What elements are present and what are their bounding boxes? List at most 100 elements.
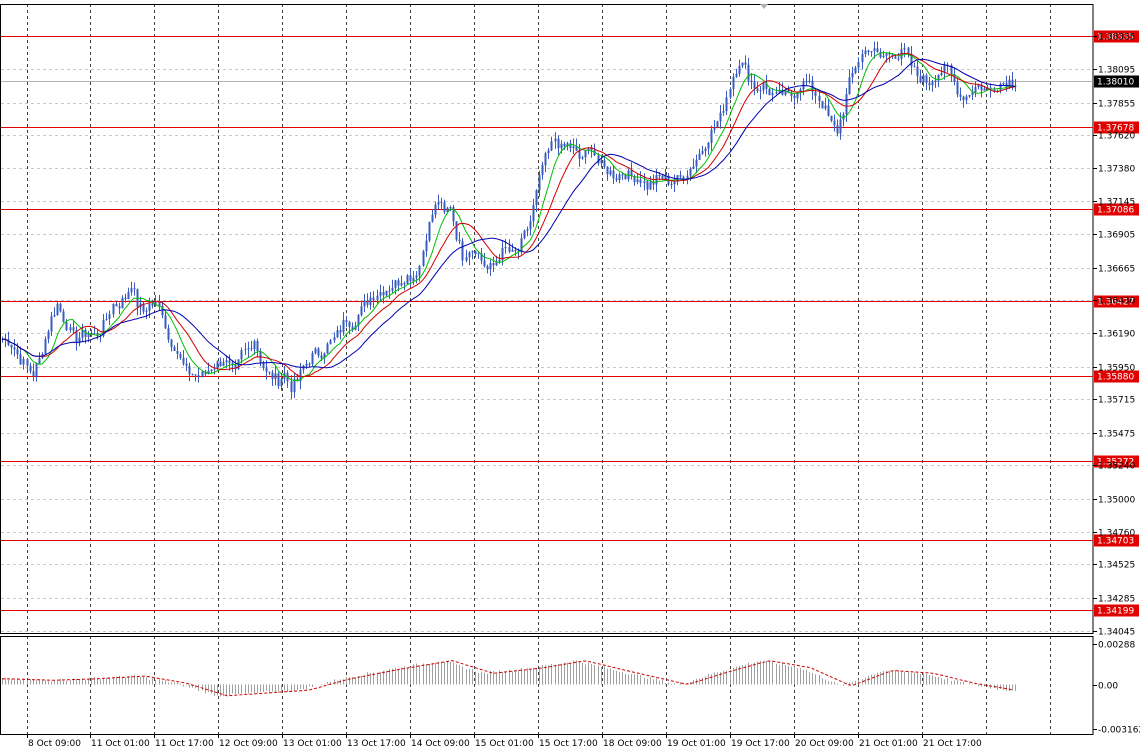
candle-body bbox=[244, 349, 247, 351]
candle-body bbox=[710, 129, 713, 143]
candle-body bbox=[105, 318, 108, 320]
y-tick-label: 1.37855 bbox=[1098, 100, 1135, 110]
candle-body bbox=[127, 292, 130, 300]
candle-body bbox=[204, 371, 207, 375]
candle-body bbox=[661, 175, 664, 180]
candle-body bbox=[262, 363, 265, 368]
candle-body bbox=[446, 207, 449, 212]
current-price-tag bbox=[1094, 75, 1139, 88]
candle-body bbox=[771, 92, 774, 96]
candle-body bbox=[188, 365, 191, 375]
candle-body bbox=[937, 75, 940, 81]
candle-body bbox=[722, 111, 725, 113]
candle-body bbox=[636, 179, 639, 182]
candle-body bbox=[968, 94, 971, 97]
candle-body bbox=[504, 247, 507, 249]
candle-body bbox=[271, 372, 274, 380]
horizontal-levels: 1.38335 1.37678 1.37086 1.36427 1.35880 1.352… bbox=[1, 30, 1139, 617]
candle-body bbox=[124, 297, 127, 300]
candle-body bbox=[741, 62, 744, 66]
candle-body bbox=[888, 53, 891, 55]
candle-body bbox=[578, 150, 581, 159]
candle-body bbox=[572, 146, 575, 149]
candle-body bbox=[16, 349, 19, 355]
candle-body bbox=[836, 125, 839, 134]
candle-body bbox=[526, 229, 529, 231]
candle-body bbox=[903, 47, 906, 50]
candle-body bbox=[148, 303, 151, 311]
candle-body bbox=[679, 175, 682, 177]
candle-body bbox=[501, 247, 504, 261]
candle-body bbox=[382, 292, 385, 296]
candles bbox=[1, 41, 1017, 400]
candle-body bbox=[833, 120, 836, 126]
candle-body bbox=[922, 75, 925, 83]
candle-body bbox=[704, 148, 707, 151]
candle-body bbox=[630, 170, 633, 176]
candle-body bbox=[686, 175, 689, 180]
candle-body bbox=[250, 348, 253, 350]
candle-body bbox=[652, 181, 655, 185]
level-tag bbox=[1094, 30, 1139, 43]
candle-body bbox=[474, 251, 477, 255]
candle-body bbox=[520, 238, 523, 253]
candle-body bbox=[861, 54, 864, 63]
candle-body bbox=[145, 310, 148, 312]
candle-body bbox=[154, 301, 157, 306]
candle-body bbox=[194, 374, 197, 376]
x-tick-label: 19 Oct 17:00 bbox=[731, 739, 790, 749]
candle-body bbox=[173, 347, 176, 352]
candle-body bbox=[130, 288, 133, 293]
candle-body bbox=[336, 330, 339, 338]
candle-body bbox=[222, 362, 225, 367]
x-tick-label: 8 Oct 09:00 bbox=[28, 739, 81, 749]
level-tag bbox=[1094, 295, 1139, 308]
level-label: 1.37678 bbox=[1097, 124, 1134, 134]
candle-body bbox=[483, 260, 486, 267]
y-tick-label: 1.36430 bbox=[1098, 297, 1135, 307]
x-tick-label: 12 Oct 09:00 bbox=[219, 739, 278, 749]
candle-body bbox=[1011, 79, 1014, 86]
y-tick-label: 1.34045 bbox=[1098, 628, 1135, 638]
candle-body bbox=[333, 337, 336, 341]
candle-body bbox=[471, 251, 474, 253]
candle-body bbox=[873, 48, 876, 52]
candle-body bbox=[646, 181, 649, 190]
candle-body bbox=[870, 51, 873, 53]
candle-body bbox=[280, 378, 283, 387]
candle-body bbox=[830, 115, 833, 121]
candle-body bbox=[581, 157, 584, 159]
candle-body bbox=[965, 96, 968, 101]
candle-body bbox=[151, 303, 154, 306]
level-tag bbox=[1094, 121, 1139, 134]
candle-body bbox=[78, 337, 81, 344]
x-tick-label: 13 Oct 01:00 bbox=[283, 739, 342, 749]
candle-body bbox=[305, 363, 308, 366]
candle-body bbox=[931, 81, 934, 86]
candle-body bbox=[449, 207, 452, 209]
candle-body bbox=[443, 202, 446, 212]
candle-body bbox=[498, 260, 501, 262]
candle-body bbox=[603, 160, 606, 167]
candle-body bbox=[290, 381, 293, 393]
candle-body bbox=[213, 368, 216, 370]
candle-body bbox=[32, 371, 35, 377]
candle-body bbox=[882, 55, 885, 58]
candle-body bbox=[606, 166, 609, 175]
candle-body bbox=[93, 332, 96, 334]
candle-body bbox=[940, 73, 943, 76]
candle-body bbox=[643, 181, 646, 184]
main-frame bbox=[0, 4, 1094, 634]
y-tick-label: 1.34760 bbox=[1098, 529, 1135, 539]
candle-body bbox=[412, 277, 415, 282]
candle-body bbox=[182, 357, 185, 364]
candle-body bbox=[950, 65, 953, 75]
level-tag bbox=[1094, 203, 1139, 216]
candle-body bbox=[161, 306, 164, 316]
candle-body bbox=[793, 95, 796, 99]
y-tick-label: 1.35715 bbox=[1098, 396, 1135, 406]
candle-body bbox=[437, 202, 440, 205]
candle-body bbox=[357, 315, 360, 326]
candle-body bbox=[455, 221, 458, 240]
